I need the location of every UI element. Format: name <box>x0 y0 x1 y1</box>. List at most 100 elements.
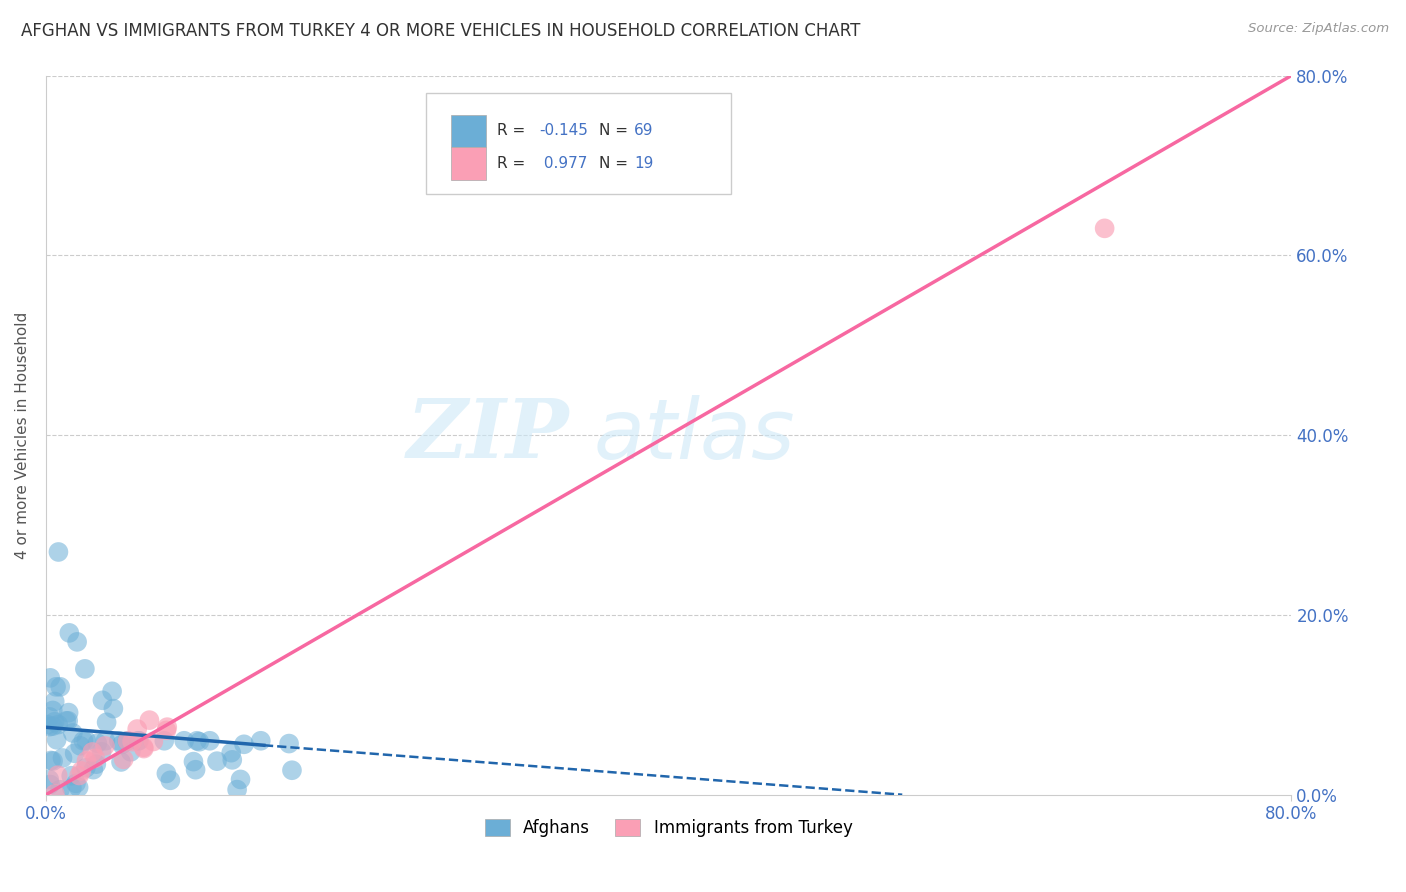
Point <box>37 717 59 731</box>
Point <box>51 751 73 765</box>
Point <box>82 745 104 759</box>
Point <box>186 733 208 747</box>
FancyBboxPatch shape <box>426 94 731 194</box>
Point <box>110 755 132 769</box>
Point <box>112 752 135 766</box>
Point <box>39 671 62 685</box>
Text: N =: N = <box>599 156 628 171</box>
Point <box>75 761 97 775</box>
Point <box>44 787 66 801</box>
Point <box>219 746 242 760</box>
Point <box>60 780 83 795</box>
Point <box>56 714 79 728</box>
Point <box>159 773 181 788</box>
Point <box>155 723 177 738</box>
Point <box>49 782 72 797</box>
Point <box>128 733 150 747</box>
Y-axis label: 4 or more Vehicles in Household: 4 or more Vehicles in Household <box>15 311 30 558</box>
Point <box>101 684 124 698</box>
Point <box>1094 221 1116 235</box>
Point <box>72 733 94 747</box>
Text: N =: N = <box>599 123 628 137</box>
Point <box>39 777 62 791</box>
Point <box>38 720 60 734</box>
Point <box>45 680 67 694</box>
Point <box>66 635 89 649</box>
Text: ZIP: ZIP <box>406 395 569 475</box>
Point <box>117 733 139 747</box>
Point <box>84 757 107 772</box>
Point <box>127 722 149 736</box>
Legend: Afghans, Immigrants from Turkey: Afghans, Immigrants from Turkey <box>478 813 859 844</box>
Point <box>138 713 160 727</box>
Point <box>82 763 104 777</box>
Point <box>156 720 179 734</box>
Point <box>55 714 77 728</box>
Point <box>39 754 62 768</box>
Point <box>38 710 60 724</box>
Point <box>70 764 93 778</box>
Point <box>94 733 117 747</box>
Point <box>86 736 108 750</box>
Point <box>188 735 211 749</box>
Point <box>46 717 69 731</box>
Point <box>96 715 118 730</box>
Text: Source: ZipAtlas.com: Source: ZipAtlas.com <box>1249 22 1389 36</box>
Point <box>90 745 112 759</box>
Point <box>67 768 90 782</box>
Point <box>63 747 86 761</box>
Point <box>278 737 301 751</box>
Point <box>42 703 65 717</box>
Text: atlas: atlas <box>593 394 796 475</box>
Text: AFGHAN VS IMMIGRANTS FROM TURKEY 4 OR MORE VEHICLES IN HOUSEHOLD CORRELATION CHA: AFGHAN VS IMMIGRANTS FROM TURKEY 4 OR MO… <box>21 22 860 40</box>
Point <box>42 719 65 733</box>
Text: R =: R = <box>496 123 524 137</box>
Point <box>249 733 271 747</box>
Point <box>38 772 60 787</box>
Point <box>108 733 131 747</box>
Point <box>65 776 87 790</box>
Point <box>44 694 66 708</box>
Text: 19: 19 <box>634 156 654 171</box>
Point <box>42 754 65 768</box>
Point <box>132 740 155 755</box>
Point <box>221 753 243 767</box>
Point <box>226 782 249 797</box>
Point <box>60 769 83 783</box>
Text: -0.145: -0.145 <box>538 123 588 137</box>
Point <box>184 763 207 777</box>
Point <box>75 733 97 747</box>
Text: 69: 69 <box>634 123 654 137</box>
Point <box>229 772 252 787</box>
Point <box>49 680 72 694</box>
Point <box>183 755 205 769</box>
Point <box>58 706 80 720</box>
Point <box>58 626 80 640</box>
Point <box>142 734 165 748</box>
Point <box>233 737 256 751</box>
Point <box>117 734 139 748</box>
Text: 0.977: 0.977 <box>538 156 588 171</box>
Point <box>62 726 84 740</box>
Point <box>75 754 97 768</box>
Point <box>111 738 134 752</box>
Point <box>205 754 228 768</box>
Point <box>45 732 67 747</box>
Point <box>91 693 114 707</box>
Point <box>132 741 155 756</box>
FancyBboxPatch shape <box>451 147 485 180</box>
Point <box>198 733 221 747</box>
Point <box>121 734 143 748</box>
Point <box>48 545 70 559</box>
Point <box>281 764 304 778</box>
Point <box>153 733 176 747</box>
Point <box>84 751 107 765</box>
Point <box>44 714 66 729</box>
Point <box>69 739 91 753</box>
Text: R =: R = <box>496 156 524 171</box>
Point <box>73 662 96 676</box>
Point <box>67 780 90 795</box>
Point <box>127 733 149 747</box>
Point <box>155 766 177 780</box>
Point <box>103 701 125 715</box>
